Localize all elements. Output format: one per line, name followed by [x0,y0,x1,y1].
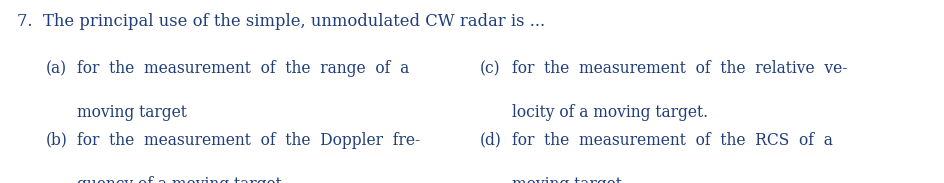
Text: for  the  measurement  of  the  RCS  of  a: for the measurement of the RCS of a [512,132,833,149]
Text: moving target: moving target [77,104,187,121]
Text: (a): (a) [45,60,66,77]
Text: (b): (b) [45,132,67,149]
Text: for  the  measurement  of  the  relative  ve-: for the measurement of the relative ve- [512,60,847,77]
Text: 7.  The principal use of the simple, unmodulated CW radar is ...: 7. The principal use of the simple, unmo… [17,13,545,30]
Text: quency of a moving target: quency of a moving target [77,176,282,183]
Text: locity of a moving target.: locity of a moving target. [512,104,708,121]
Text: (d): (d) [480,132,501,149]
Text: for  the  measurement  of  the  Doppler  fre-: for the measurement of the Doppler fre- [77,132,420,149]
Text: moving target: moving target [512,176,621,183]
Text: (c): (c) [480,60,500,77]
Text: for  the  measurement  of  the  range  of  a: for the measurement of the range of a [77,60,410,77]
